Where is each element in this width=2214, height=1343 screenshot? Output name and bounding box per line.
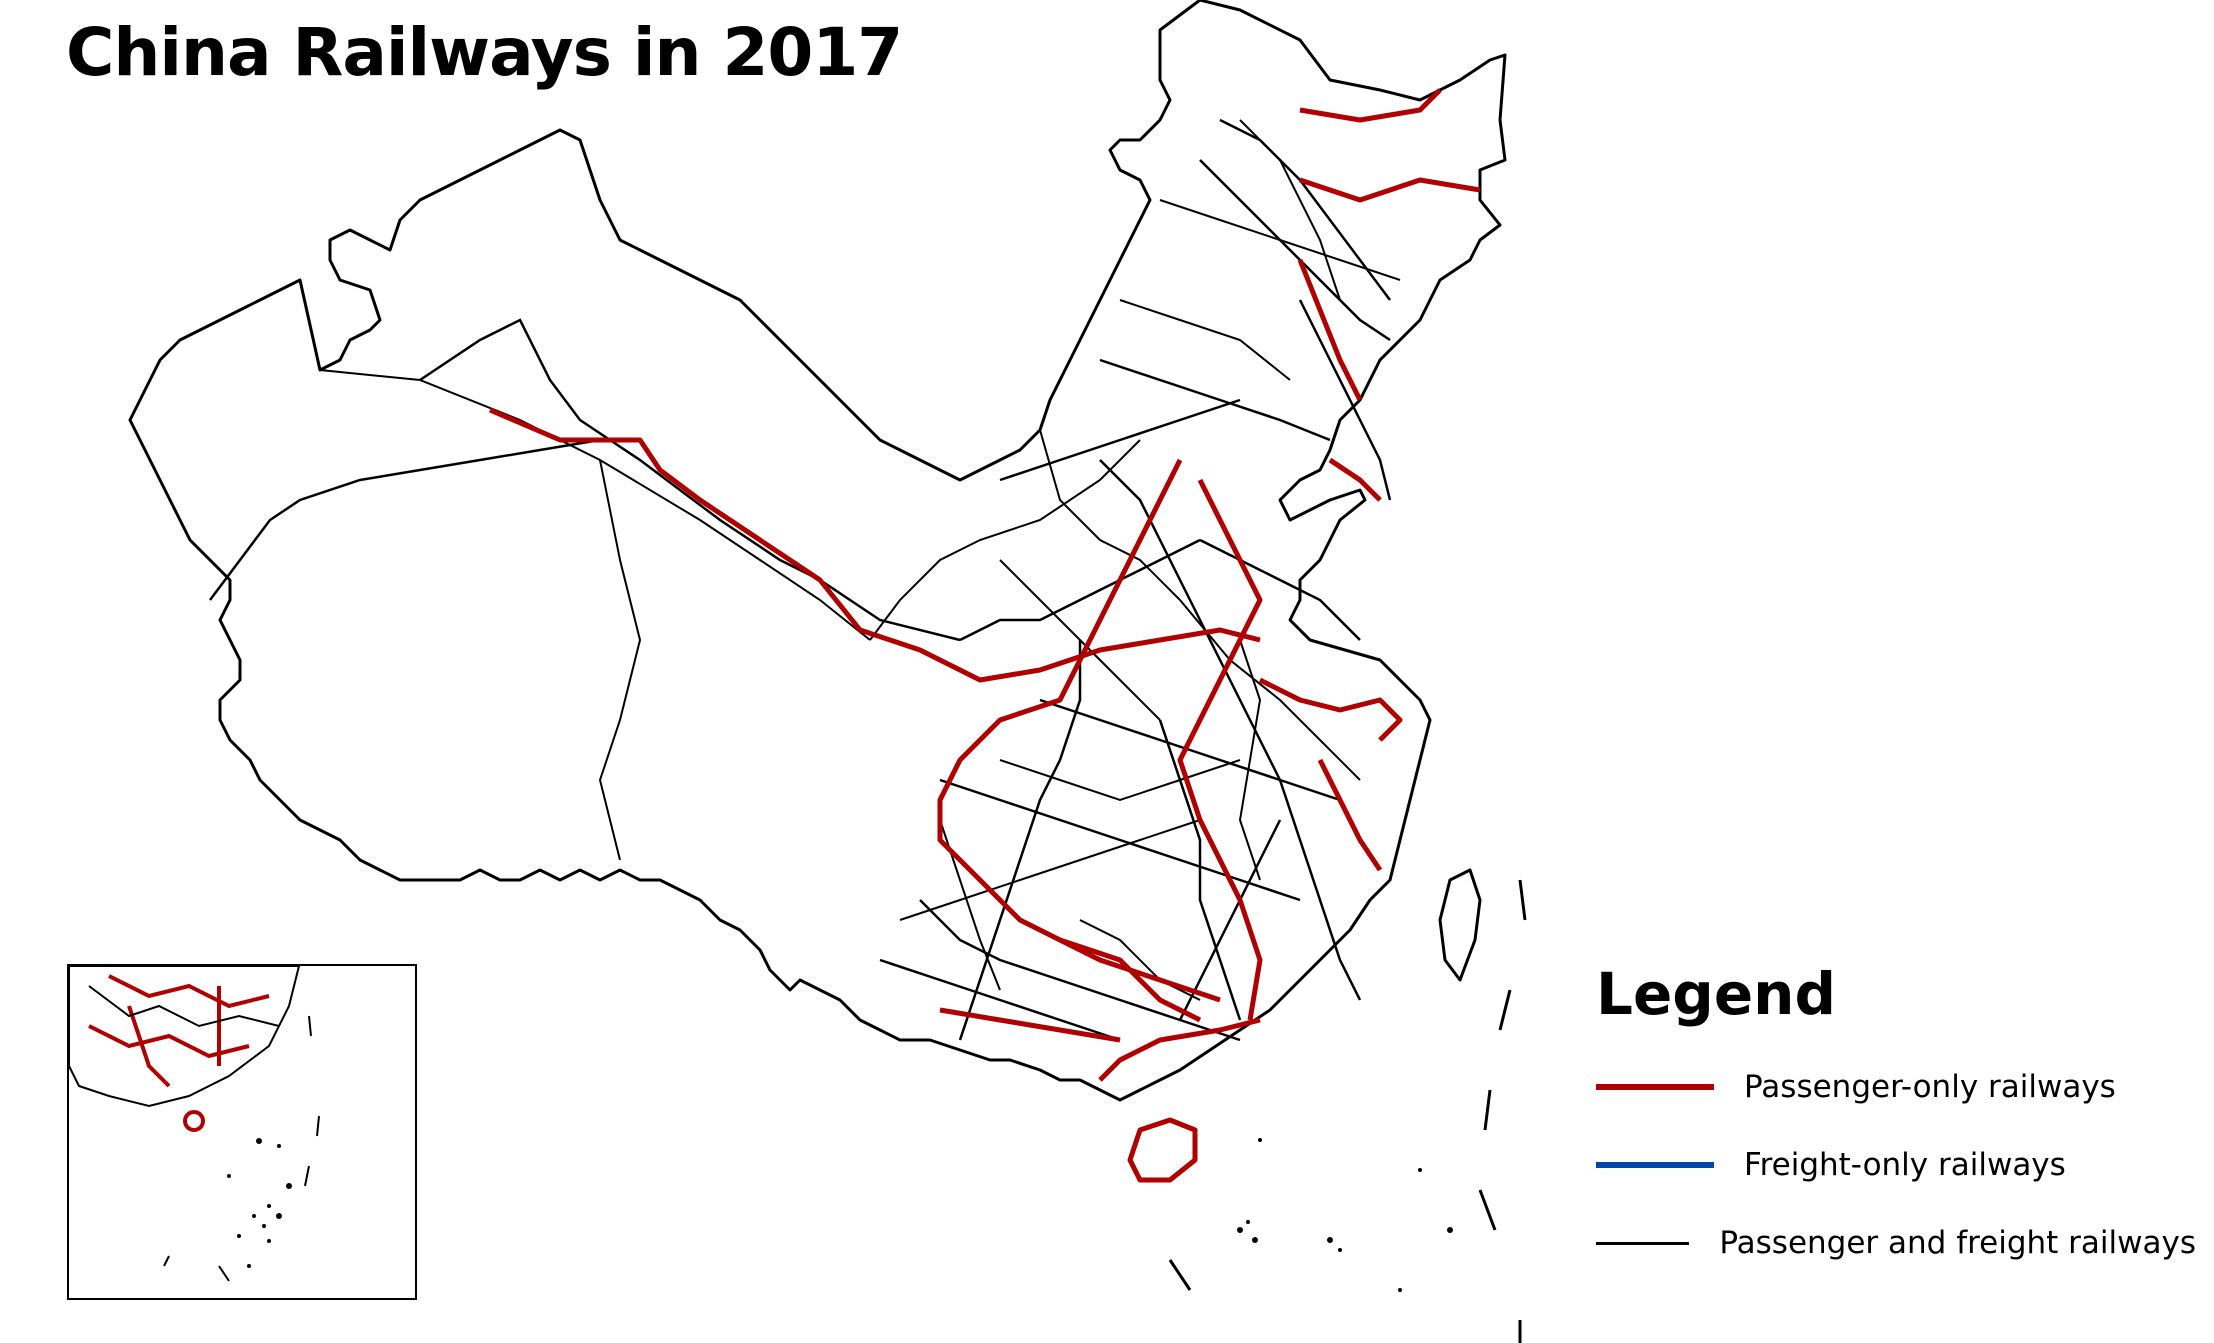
sea-dashes <box>1168 879 1527 1343</box>
legend-item-freight: Freight-only railways <box>1596 1126 2196 1204</box>
freight-swatch <box>1596 1162 1714 1168</box>
mixed-swatch <box>1596 1241 1690 1245</box>
country-outline <box>128 0 1507 1183</box>
mixed-railways <box>209 118 1392 1042</box>
legend-label-mixed: Passenger and freight railways <box>1719 1225 2196 1261</box>
inset-map <box>69 966 320 1282</box>
legend-item-passenger: Passenger-only railways <box>1596 1048 2196 1126</box>
map-legend: Legend Passenger-only railways Freight-o… <box>1596 960 2196 1282</box>
legend-title: Legend <box>1596 960 1836 1028</box>
legend-label-freight: Freight-only railways <box>1744 1147 2066 1183</box>
sea-islands <box>1237 1138 1453 1292</box>
legend-label-passenger: Passenger-only railways <box>1744 1069 2116 1105</box>
legend-item-mixed: Passenger and freight railways <box>1596 1204 2196 1282</box>
passenger-swatch <box>1596 1084 1714 1090</box>
passenger-railways <box>489 88 1481 1082</box>
south-china-sea-inset <box>67 964 417 1300</box>
map-title: China Railways in 2017 <box>66 14 903 91</box>
